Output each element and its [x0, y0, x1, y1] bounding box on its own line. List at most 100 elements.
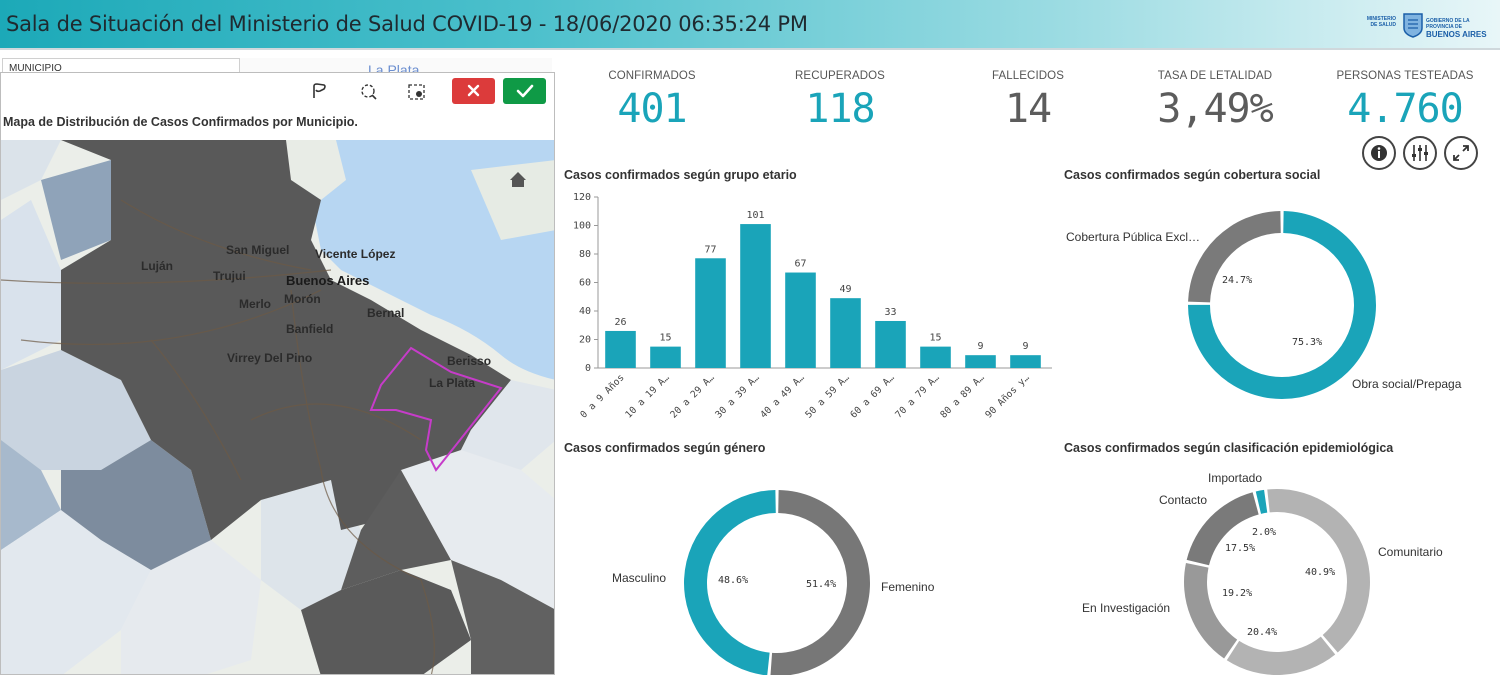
y-tick-label: 60 — [579, 278, 591, 289]
logo-right-text: GOBIERNO DE LA PROVINCIA DE BUENOS AIRES — [1426, 18, 1490, 39]
expand-icon — [1453, 145, 1469, 161]
slice-value-importado: 2.0% — [1252, 527, 1276, 538]
circle-select-icon[interactable] — [357, 81, 379, 103]
slice-value-contacto: 17.5% — [1225, 543, 1255, 554]
bar[interactable] — [920, 346, 951, 368]
donut-slice[interactable] — [683, 490, 776, 675]
kpi-personas-testeadas: PERSONAS TESTEADAS 4.760 — [1330, 70, 1480, 132]
bar-value-label: 9 — [1022, 341, 1028, 352]
slice-label-en-investigacion: En Investigación — [1082, 601, 1170, 615]
donut-slice[interactable] — [1188, 211, 1281, 303]
map-label-bernal: Bernal — [367, 306, 404, 320]
map-label-san-miguel: San Miguel — [226, 243, 289, 257]
map-label-buenos-aires: Buenos Aires — [286, 273, 369, 288]
logo-right-line1: GOBIERNO DE LA PROVINCIA DE — [1426, 18, 1470, 30]
kpi-value: 3,49% — [1157, 86, 1273, 132]
slice-label-obra-social: Obra social/Prepaga — [1352, 377, 1462, 391]
map-label-lujan: Luján — [141, 259, 173, 273]
lasso-icon[interactable] — [308, 81, 330, 103]
donut-slices — [683, 490, 870, 675]
donut-slices — [1184, 489, 1370, 675]
y-tick-label: 40 — [579, 306, 591, 317]
slice-label-importado: Importado — [1208, 471, 1262, 485]
confirm-selection-button[interactable] — [503, 78, 546, 104]
epi-chart-title: Casos confirmados según clasificación ep… — [1064, 441, 1394, 455]
map-label-trujui: Trujui — [213, 269, 246, 283]
kpi-value: 401 — [617, 86, 687, 132]
map-title: Mapa de Distribución de Casos Confirmado… — [3, 115, 358, 129]
ministry-logo: MINISTERIO DE SALUD GOBIERNO DE LA PROVI… — [1362, 10, 1490, 40]
bar-value-label: 26 — [614, 317, 626, 328]
bar-value-label: 15 — [659, 333, 671, 344]
close-icon — [467, 84, 480, 97]
home-icon[interactable] — [510, 172, 526, 187]
slice-value-cobertura-publica: 24.7% — [1222, 275, 1252, 286]
bar[interactable] — [1010, 355, 1041, 368]
bar[interactable] — [785, 272, 816, 368]
bar[interactable] — [650, 346, 681, 368]
age-chart-title: Casos confirmados según grupo etario — [564, 168, 797, 182]
municipio-filter[interactable]: MUNICIPIO — [2, 58, 240, 76]
map-label-berisso: Berisso — [447, 354, 491, 368]
app-header: Sala de Situación del Ministerio de Salu… — [0, 0, 1500, 50]
kpi-label: CONFIRMADOS — [608, 70, 696, 82]
slice-value-femenino: 51.4% — [806, 579, 836, 590]
bar[interactable] — [740, 224, 771, 368]
donut-slice[interactable] — [1184, 562, 1238, 659]
slice-label-cobertura-publica: Cobertura Pública Excl… — [1066, 230, 1200, 244]
kpi-recuperados: RECUPERADOS 118 — [770, 70, 910, 132]
cancel-selection-button[interactable] — [452, 78, 495, 104]
kpi-value: 118 — [805, 86, 875, 132]
x-tick-label: 50 a 59 A… — [803, 372, 851, 420]
map-panel: Mapa de Distribución de Casos Confirmado… — [0, 72, 555, 675]
slice-value-masculino: 48.6% — [718, 575, 748, 586]
logo-left-text: MINISTERIO DE SALUD — [1366, 16, 1396, 28]
donut-slice[interactable] — [1267, 489, 1370, 653]
gender-chart-title: Casos confirmados según género — [564, 441, 766, 455]
coverage-chart-title: Casos confirmados según cobertura social — [1064, 168, 1321, 182]
y-tick-label: 120 — [573, 192, 591, 203]
slice-label-femenino: Femenino — [881, 580, 935, 594]
kpi-value: 14 — [1004, 86, 1052, 132]
slice-value-comunitario: 40.9% — [1305, 567, 1335, 578]
adjust-button[interactable] — [1403, 136, 1437, 170]
bar[interactable] — [695, 258, 726, 368]
box-select-icon[interactable] — [406, 81, 428, 103]
bar[interactable] — [830, 298, 861, 368]
kpi-confirmados: CONFIRMADOS 401 — [592, 70, 712, 132]
donut-slice[interactable] — [1255, 489, 1268, 514]
map-label-moron: Morón — [284, 292, 321, 306]
bar-value-label: 9 — [977, 341, 983, 352]
filter-bar — [240, 58, 552, 72]
slice-label-comunitario: Comunitario — [1378, 545, 1443, 559]
kpi-label: TASA DE LETALIDAD — [1157, 70, 1273, 82]
gender-donut-chart[interactable]: Masculino Femenino 48.6% 51.4% — [600, 470, 1000, 675]
kpi-fallecidos: FALLECIDOS 14 — [968, 70, 1088, 132]
adjust-icon — [1412, 145, 1428, 161]
epi-donut-chart[interactable]: Importado Contacto Comunitario En Invest… — [1060, 465, 1500, 675]
bar-value-label: 15 — [929, 333, 941, 344]
check-icon — [516, 84, 534, 98]
age-group-bar-chart[interactable]: 0 20 40 60 80 100 120 26 0 a 9 Años 15 10 a 19 A… 7… — [560, 185, 1060, 430]
x-tick-label: 20 a 29 A… — [668, 372, 716, 420]
donut-slice[interactable] — [1186, 492, 1259, 566]
expand-button[interactable] — [1444, 136, 1478, 170]
choropleth-map[interactable]: San Miguel Vicente López Luján Trujui Bu… — [1, 140, 555, 675]
kpi-value: 4.760 — [1347, 86, 1463, 132]
map-label-merlo: Merlo — [239, 297, 271, 311]
coverage-donut-chart[interactable]: Cobertura Pública Excl… Obra social/Prep… — [1060, 195, 1500, 415]
kpi-label: FALLECIDOS — [992, 70, 1064, 82]
kpi-tasa-letalidad: TASA DE LETALIDAD 3,49% — [1145, 70, 1285, 132]
y-tick-label: 20 — [579, 335, 591, 346]
bar-value-label: 101 — [746, 210, 764, 221]
x-tick-label: 40 a 49 A… — [758, 372, 806, 420]
slice-label-masculino: Masculino — [612, 571, 666, 585]
bar[interactable] — [605, 330, 636, 368]
donut-slice[interactable] — [770, 490, 870, 675]
x-tick-label: 90 Años y… — [983, 372, 1031, 420]
info-button[interactable] — [1362, 136, 1396, 170]
bar[interactable] — [965, 355, 996, 368]
x-tick-label: 30 a 39 A… — [713, 372, 761, 420]
donut-slice[interactable] — [1226, 636, 1336, 675]
bar[interactable] — [875, 320, 906, 368]
